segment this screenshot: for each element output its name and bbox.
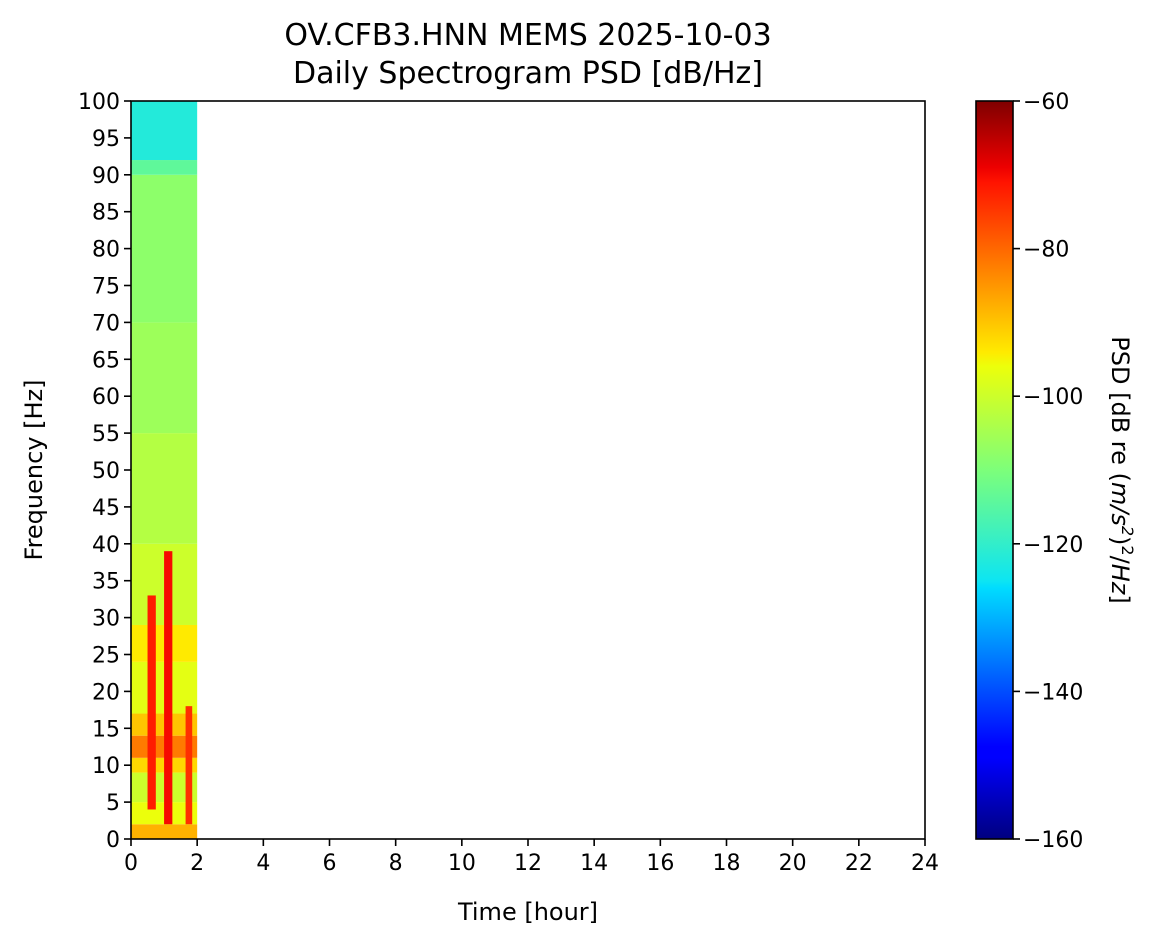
y-tick-label-85: 85 [92, 201, 120, 226]
x-tick-label-24: 24 [911, 851, 939, 876]
cbar-tick-label-0: −160 [1023, 828, 1083, 853]
y-tick-label-45: 45 [92, 496, 120, 521]
psd-band-9 [131, 433, 198, 544]
y-axis: 0 5 10 15 20 25 30 35 40 45 50 55 60 65 70 75 80 85 90 95 10… [78, 90, 131, 853]
psd-event-2 [185, 706, 193, 825]
x-tick-label-14: 14 [580, 851, 608, 876]
y-tick-label-30: 30 [92, 607, 120, 632]
y-tick-label-90: 90 [92, 164, 120, 189]
y-tick-label-15: 15 [92, 717, 120, 742]
psd-band-0 [131, 824, 198, 839]
plot-frame [130, 100, 926, 840]
psd-band-11 [131, 174, 198, 323]
y-axis-label: Frequency [Hz] [20, 380, 48, 561]
colorbar-label: PSD [dB re (m/s2)2/Hz] [1106, 336, 1137, 603]
psd-band-10 [131, 322, 198, 434]
x-tick-label-0: 0 [124, 851, 138, 876]
psd-band-12 [131, 160, 198, 175]
chart-title: OV.CFB3.HNN MEMS 2025-10-03 [284, 18, 771, 53]
x-tick-label-12: 12 [514, 851, 542, 876]
y-tick-label-75: 75 [92, 275, 120, 300]
y-tick-label-20: 20 [92, 680, 120, 705]
y-tick-label-100: 100 [78, 90, 120, 115]
y-tick-label-60: 60 [92, 385, 120, 410]
cbar-tick-label-3: −100 [1023, 385, 1083, 410]
spectrogram-heatmap [131, 101, 198, 839]
y-tick-label-5: 5 [106, 791, 120, 816]
x-tick-label-8: 8 [389, 851, 403, 876]
x-tick-label-10: 10 [448, 851, 476, 876]
colorbar [975, 100, 1014, 840]
y-tick-label-25: 25 [92, 644, 120, 669]
y-tick-label-95: 95 [92, 127, 120, 152]
y-tick-label-65: 65 [92, 348, 120, 373]
cbar-tick-label-2: −120 [1023, 533, 1083, 558]
x-axis-label: Time [hour] [457, 898, 598, 926]
psd-event-0 [147, 595, 156, 810]
x-tick-label-2: 2 [190, 851, 204, 876]
x-tick-label-4: 4 [256, 851, 270, 876]
x-tick-label-18: 18 [713, 851, 741, 876]
x-tick-label-6: 6 [323, 851, 337, 876]
y-tick-label-70: 70 [92, 311, 120, 336]
cbar-tick-label-4: −80 [1023, 238, 1069, 263]
psd-event-1 [164, 551, 173, 825]
y-tick-label-55: 55 [92, 422, 120, 447]
y-tick-label-50: 50 [92, 459, 120, 484]
x-tick-label-20: 20 [779, 851, 807, 876]
y-tick-label-10: 10 [92, 754, 120, 779]
colorbar-ticks: −160 −140 −120 −100 −80 −60 [1013, 90, 1083, 853]
x-tick-label-22: 22 [845, 851, 873, 876]
chart-subtitle: Daily Spectrogram PSD [dB/Hz] [293, 56, 763, 91]
y-tick-label-0: 0 [106, 828, 120, 853]
y-tick-label-35: 35 [92, 570, 120, 595]
cbar-tick-label-5: −60 [1023, 90, 1069, 115]
x-axis: 0 2 4 6 8 10 12 14 16 18 20 22 24 [124, 839, 939, 876]
cbar-tick-label-1: −140 [1023, 680, 1083, 705]
y-tick-label-40: 40 [92, 533, 120, 558]
psd-band-13 [131, 101, 198, 161]
y-tick-label-80: 80 [92, 238, 120, 263]
x-tick-label-16: 16 [646, 851, 674, 876]
